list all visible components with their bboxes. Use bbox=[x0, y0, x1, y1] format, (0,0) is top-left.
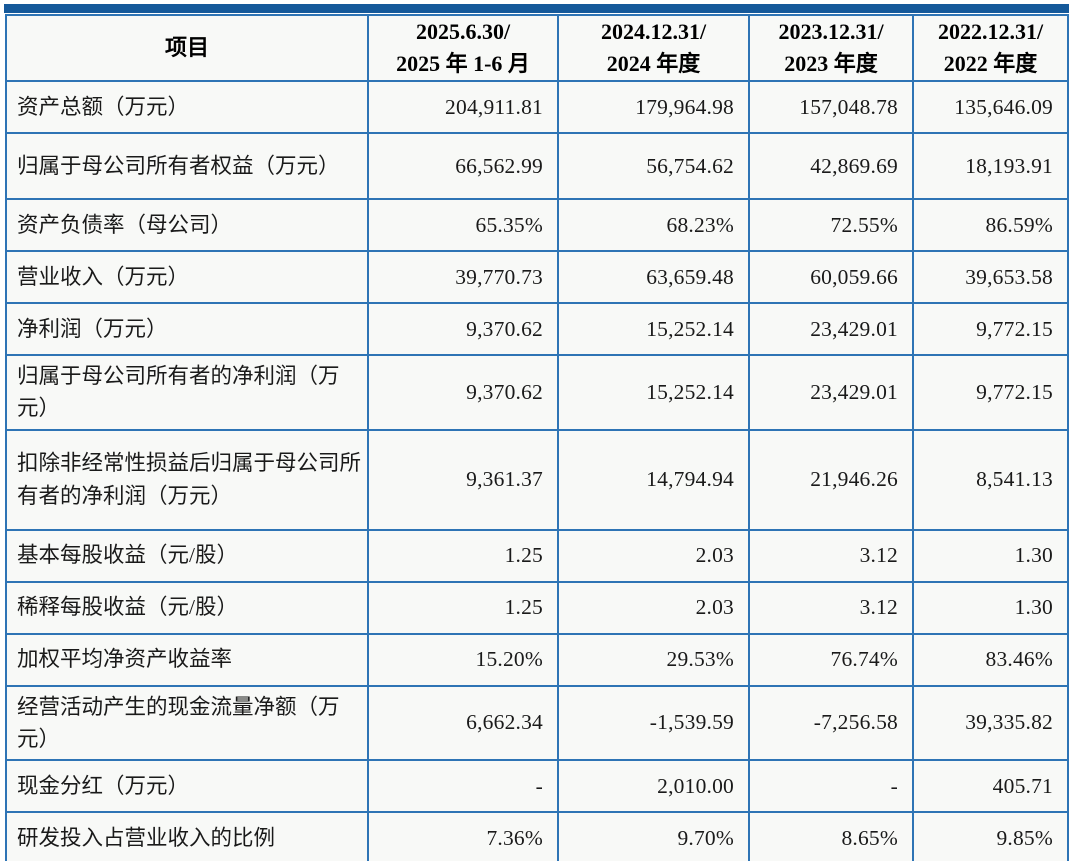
value-cell: 65.35% bbox=[367, 198, 559, 252]
value-cell: -7,256.58 bbox=[748, 684, 914, 761]
value-cell: 72.55% bbox=[748, 198, 914, 252]
value-cell: 39,770.73 bbox=[367, 250, 559, 304]
value-cell: 9.70% bbox=[557, 811, 750, 861]
value-cell: 23,429.01 bbox=[748, 354, 914, 431]
table-row: 资产负债率（母公司） 65.35% 68.23% 72.55% 86.59% bbox=[5, 198, 1069, 252]
row-label: 经营活动产生的现金流量净额（万元） bbox=[5, 684, 369, 761]
value-cell: 83.46% bbox=[912, 632, 1069, 687]
column-header-period-2023: 2023.12.31/ 2023 年度 bbox=[748, 14, 914, 82]
column-header-period-2022: 2022.12.31/ 2022 年度 bbox=[912, 14, 1069, 82]
row-label: 资产总额（万元） bbox=[5, 80, 369, 134]
value-cell: 39,335.82 bbox=[912, 684, 1069, 761]
value-cell: 21,946.26 bbox=[748, 428, 914, 531]
item-header-label: 项目 bbox=[164, 35, 209, 61]
value-cell: 60,059.66 bbox=[748, 250, 914, 304]
column-header-item: 项目 bbox=[5, 14, 369, 82]
value-cell: 2.03 bbox=[557, 528, 750, 583]
value-cell: 6,662.34 bbox=[367, 684, 559, 761]
value-cell: 405.71 bbox=[912, 759, 1069, 813]
period-date: 2022.12.31/ bbox=[937, 19, 1044, 45]
value-cell: 56,754.62 bbox=[557, 132, 750, 200]
value-cell: 9,772.15 bbox=[912, 302, 1069, 356]
value-cell: 63,659.48 bbox=[557, 250, 750, 304]
value-cell: 15,252.14 bbox=[557, 302, 750, 356]
value-cell: 1.25 bbox=[367, 580, 559, 635]
table-row: 经营活动产生的现金流量净额（万元） 6,662.34 -1,539.59 -7,256… bbox=[5, 684, 1069, 761]
value-cell: 2.03 bbox=[557, 580, 750, 635]
value-cell: 9,772.15 bbox=[912, 354, 1069, 431]
top-accent-bar bbox=[4, 4, 1069, 13]
table-row: 资产总额（万元） 204,911.81 179,964.98 157,048.78 13… bbox=[5, 80, 1069, 134]
value-cell: 23,429.01 bbox=[748, 302, 914, 356]
value-cell: - bbox=[748, 759, 914, 813]
value-cell: 76.74% bbox=[748, 632, 914, 687]
value-cell: - bbox=[367, 759, 559, 813]
value-cell: 14,794.94 bbox=[557, 428, 750, 531]
row-label: 研发投入占营业收入的比例 bbox=[5, 811, 369, 861]
row-label: 净利润（万元） bbox=[5, 302, 369, 356]
value-cell: 3.12 bbox=[748, 580, 914, 635]
table-row: 归属于母公司所有者权益（万元） 66,562.99 56,754.62 42,869.… bbox=[5, 132, 1069, 200]
value-cell: 2,010.00 bbox=[557, 759, 750, 813]
value-cell: 9,361.37 bbox=[367, 428, 559, 531]
row-label: 资产负债率（母公司） bbox=[5, 198, 369, 252]
value-cell: 1.30 bbox=[912, 580, 1069, 635]
value-cell: 7.36% bbox=[367, 811, 559, 861]
value-cell: 66,562.99 bbox=[367, 132, 559, 200]
value-cell: 15.20% bbox=[367, 632, 559, 687]
row-label: 现金分红（万元） bbox=[5, 759, 369, 813]
row-label: 营业收入（万元） bbox=[5, 250, 369, 304]
value-cell: 9,370.62 bbox=[367, 302, 559, 356]
table-row: 现金分红（万元） -2,010.00-405.71 bbox=[5, 759, 1069, 813]
table-header-row: 项目 2025.6.30/ 2025 年 1-6 月 2024.12.31/ 2… bbox=[5, 14, 1069, 82]
value-cell: 8.65% bbox=[748, 811, 914, 861]
period-range: 2024 年度 bbox=[606, 51, 701, 76]
table-body: 资产总额（万元） 204,911.81 179,964.98 157,048.78 13… bbox=[5, 80, 1069, 861]
table-row: 归属于母公司所有者的净利润（万元） 9,370.62 15,252.14 23,429… bbox=[5, 354, 1069, 431]
value-cell: 18,193.91 bbox=[912, 132, 1069, 200]
value-cell: 42,869.69 bbox=[748, 132, 914, 200]
row-label: 基本每股收益（元/股） bbox=[5, 528, 369, 583]
row-label: 归属于母公司所有者权益（万元） bbox=[5, 132, 369, 200]
period-range: 2023 年度 bbox=[784, 51, 878, 76]
table-row: 扣除非经常性损益后归属于母公司所有者的净利润（万元） 9,361.37 14,794… bbox=[5, 428, 1069, 531]
value-cell: 157,048.78 bbox=[748, 80, 914, 134]
period-date: 2024.12.31/ bbox=[600, 19, 707, 45]
value-cell: 86.59% bbox=[912, 198, 1069, 252]
table-row: 加权平均净资产收益率 15.20% 29.53% 76.74% 83.46% bbox=[5, 632, 1069, 687]
value-cell: 29.53% bbox=[557, 632, 750, 687]
period-range: 2022 年度 bbox=[943, 51, 1038, 76]
value-cell: 1.25 bbox=[367, 528, 559, 583]
row-label: 稀释每股收益（元/股） bbox=[5, 580, 369, 635]
value-cell: 135,646.09 bbox=[912, 80, 1069, 134]
row-label: 扣除非经常性损益后归属于母公司所有者的净利润（万元） bbox=[5, 428, 369, 531]
table-row: 净利润（万元） 9,370.62 15,252.14 23,429.01 9,772.1… bbox=[5, 302, 1069, 356]
value-cell: 15,252.14 bbox=[557, 354, 750, 431]
financial-summary-table: 项目 2025.6.30/ 2025 年 1-6 月 2024.12.31/ 2… bbox=[5, 14, 1069, 861]
table-row: 研发投入占营业收入的比例 7.36% 9.70% 8.65% 9.85% bbox=[5, 811, 1069, 861]
period-date: 2023.12.31/ bbox=[778, 19, 884, 45]
value-cell: 179,964.98 bbox=[557, 80, 750, 134]
value-cell: 39,653.58 bbox=[912, 250, 1069, 304]
value-cell: 204,911.81 bbox=[367, 80, 559, 134]
value-cell: 3.12 bbox=[748, 528, 914, 583]
value-cell: 9.85% bbox=[912, 811, 1069, 861]
column-header-period-2024: 2024.12.31/ 2024 年度 bbox=[557, 14, 750, 82]
value-cell: 8,541.13 bbox=[912, 428, 1069, 531]
period-date: 2025.6.30/ bbox=[415, 19, 511, 45]
row-label: 归属于母公司所有者的净利润（万元） bbox=[5, 354, 369, 431]
value-cell: 1.30 bbox=[912, 528, 1069, 583]
table-row: 营业收入（万元） 39,770.73 63,659.48 60,059.66 39,65… bbox=[5, 250, 1069, 304]
row-label: 加权平均净资产收益率 bbox=[5, 632, 369, 687]
table-row: 基本每股收益（元/股） 1.25 2.03 3.12 1.30 bbox=[5, 528, 1069, 583]
value-cell: 68.23% bbox=[557, 198, 750, 252]
value-cell: 9,370.62 bbox=[367, 354, 559, 431]
value-cell: -1,539.59 bbox=[557, 684, 750, 761]
table-row: 稀释每股收益（元/股） 1.25 2.03 3.12 1.30 bbox=[5, 580, 1069, 635]
period-range: 2025 年 1-6 月 bbox=[396, 51, 530, 76]
column-header-period-2025: 2025.6.30/ 2025 年 1-6 月 bbox=[367, 14, 559, 82]
